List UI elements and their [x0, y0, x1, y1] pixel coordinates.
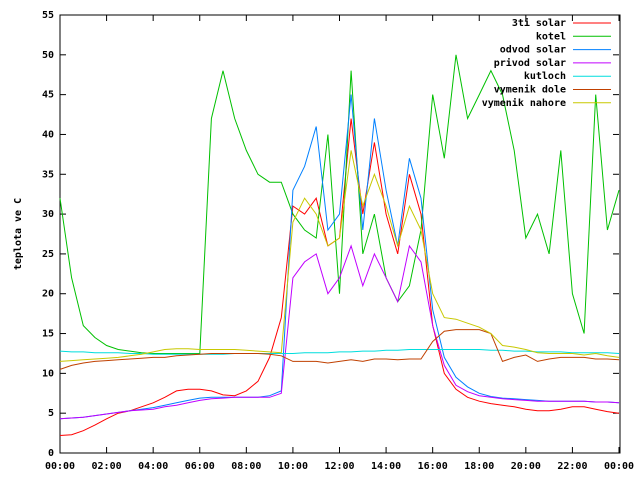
x-tick-label: 16:00: [418, 461, 448, 472]
legend-label: privod solar: [494, 57, 566, 69]
series-line: [59, 94, 620, 420]
x-tick-label: 20:00: [511, 461, 541, 472]
legend-label: vymenik dole: [494, 84, 566, 96]
y-tick-label: 15: [42, 329, 54, 340]
series-line: [59, 54, 620, 354]
y-tick-label: 0: [48, 448, 54, 459]
series-line: [59, 329, 620, 370]
y-tick-label: 5: [48, 408, 54, 419]
x-tick-label: 22:00: [557, 461, 587, 472]
y-tick-label: 25: [42, 249, 54, 260]
x-tick-label: 00:00: [45, 461, 75, 472]
legend-label: kotel: [536, 31, 566, 42]
x-tick-label: 12:00: [324, 461, 354, 472]
x-tick-label: 06:00: [185, 461, 215, 472]
y-tick-label: 45: [42, 90, 54, 101]
x-tick-label: 00:00: [604, 461, 634, 472]
y-tick-label: 40: [42, 129, 54, 140]
legend-label: kutloch: [524, 71, 566, 82]
y-tick-label: 10: [42, 368, 54, 379]
y-axis-label: teplota ve C: [13, 198, 24, 270]
series-line: [59, 349, 620, 355]
legend-label: vymenik nahore: [482, 97, 566, 109]
x-tick-label: 14:00: [371, 461, 401, 472]
x-tick-label: 08:00: [231, 461, 261, 472]
x-tick-label: 10:00: [278, 461, 308, 472]
x-tick-label: 04:00: [138, 461, 168, 472]
series-line: [59, 150, 620, 362]
y-tick-label: 30: [42, 209, 54, 220]
y-tick-label: 55: [42, 10, 54, 21]
x-tick-label: 18:00: [464, 461, 494, 472]
x-tick-label: 02:00: [92, 461, 122, 472]
y-tick-label: 35: [42, 169, 54, 180]
legend-label: odvod solar: [500, 45, 566, 56]
y-tick-label: 20: [42, 289, 54, 300]
series-line: [59, 244, 620, 420]
legend-label: 3ti solar: [512, 17, 566, 29]
y-tick-label: 50: [42, 50, 54, 61]
